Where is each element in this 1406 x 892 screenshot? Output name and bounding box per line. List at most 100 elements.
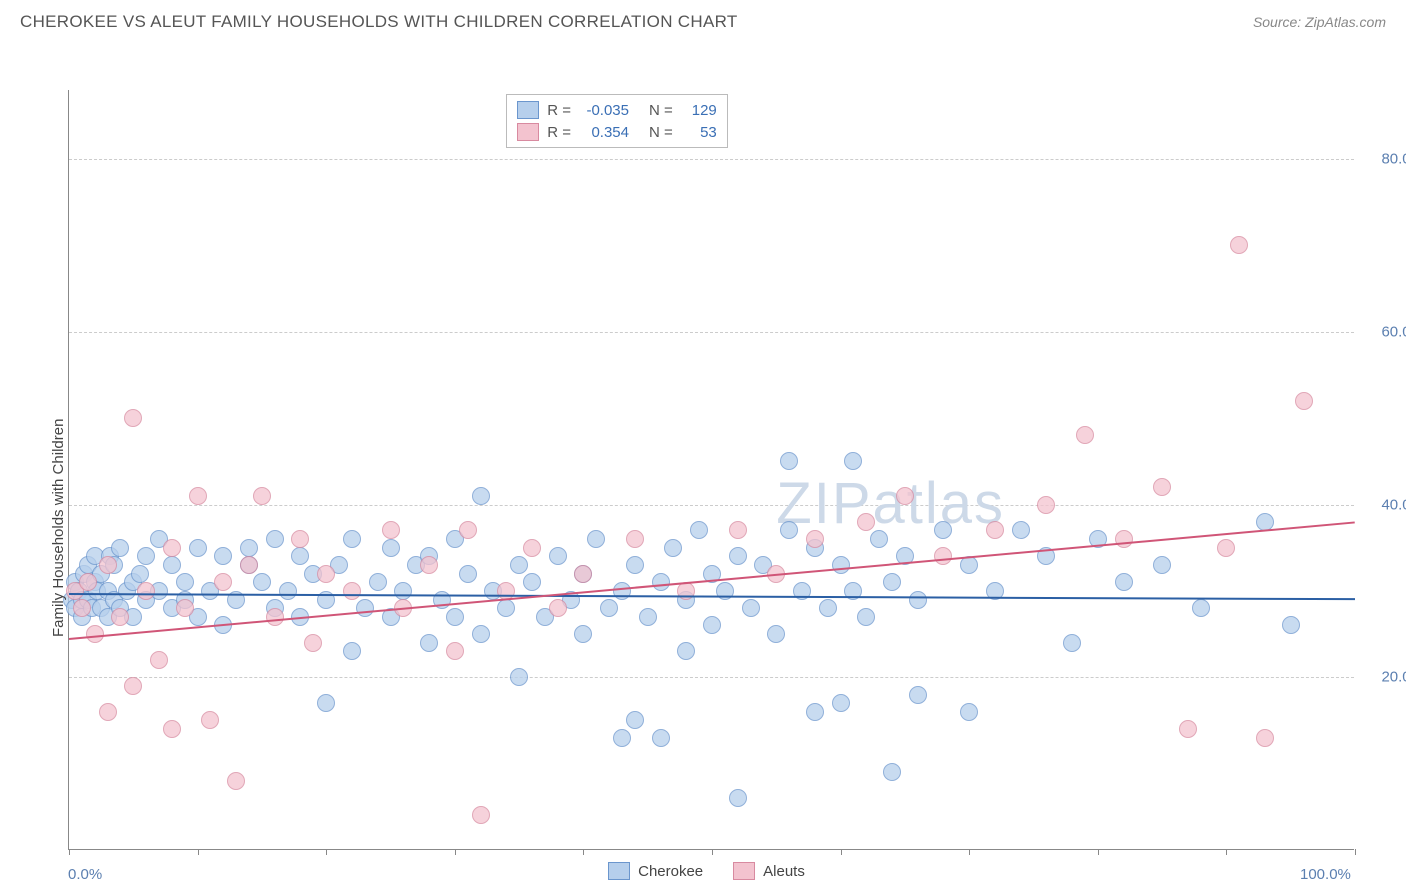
scatter-point [549, 547, 567, 565]
x-tick [1355, 849, 1356, 855]
scatter-point [214, 547, 232, 565]
x-axis-max-label: 100.0% [1300, 866, 1351, 883]
scatter-point [780, 452, 798, 470]
x-tick [326, 849, 327, 855]
scatter-point [240, 556, 258, 574]
scatter-point [1076, 426, 1094, 444]
scatter-point [844, 452, 862, 470]
scatter-point [279, 582, 297, 600]
scatter-point [780, 521, 798, 539]
scatter-point [266, 530, 284, 548]
scatter-point [1179, 720, 1197, 738]
scatter-point [291, 530, 309, 548]
scatter-point [317, 565, 335, 583]
scatter-point [883, 763, 901, 781]
scatter-point [626, 711, 644, 729]
scatter-point [677, 642, 695, 660]
scatter-point [767, 625, 785, 643]
scatter-point [729, 547, 747, 565]
scatter-point [137, 582, 155, 600]
scatter-point [626, 556, 644, 574]
gridline [69, 332, 1354, 333]
x-tick [1226, 849, 1227, 855]
scatter-point [832, 556, 850, 574]
scatter-point [472, 487, 490, 505]
scatter-point [266, 608, 284, 626]
legend-swatch [517, 101, 539, 119]
scatter-point [1217, 539, 1235, 557]
x-tick [841, 849, 842, 855]
scatter-point [304, 634, 322, 652]
scatter-point [124, 677, 142, 695]
legend-label: Aleuts [763, 863, 805, 880]
scatter-point [253, 487, 271, 505]
scatter-point [690, 521, 708, 539]
scatter-point [742, 599, 760, 617]
scatter-point [369, 573, 387, 591]
scatter-point [111, 608, 129, 626]
n-label: N = [649, 102, 673, 119]
scatter-point [189, 487, 207, 505]
scatter-point [934, 547, 952, 565]
scatter-point [960, 703, 978, 721]
scatter-point [574, 625, 592, 643]
scatter-point [163, 720, 181, 738]
legend-swatch [733, 862, 755, 880]
plot-area: 20.0%40.0%60.0%80.0%ZIPatlasR =-0.035N =… [68, 90, 1354, 850]
scatter-point [1153, 478, 1171, 496]
scatter-point [291, 547, 309, 565]
scatter-point [806, 703, 824, 721]
watermark: ZIPatlas [776, 470, 1005, 537]
scatter-point [253, 573, 271, 591]
scatter-point [883, 573, 901, 591]
n-value: 129 [681, 102, 717, 119]
scatter-point [446, 642, 464, 660]
y-tick-label: 80.0% [1364, 151, 1406, 168]
scatter-point [356, 599, 374, 617]
trend-line [69, 593, 1355, 600]
scatter-point [459, 565, 477, 583]
scatter-point [703, 616, 721, 634]
scatter-point [214, 573, 232, 591]
chart-title: CHEROKEE VS ALEUT FAMILY HOUSEHOLDS WITH… [20, 12, 738, 32]
legend-item: Aleuts [733, 862, 805, 880]
scatter-point [394, 582, 412, 600]
scatter-point [1192, 599, 1210, 617]
scatter-point [150, 651, 168, 669]
scatter-point [934, 521, 952, 539]
scatter-point [1295, 392, 1313, 410]
scatter-point [909, 686, 927, 704]
scatter-point [639, 608, 657, 626]
scatter-point [806, 530, 824, 548]
scatter-point [729, 521, 747, 539]
scatter-point [832, 694, 850, 712]
scatter-point [613, 729, 631, 747]
legend-stats-row: R =0.354N =53 [517, 121, 717, 143]
scatter-point [124, 409, 142, 427]
scatter-point [1282, 616, 1300, 634]
scatter-point [819, 599, 837, 617]
scatter-point [1012, 521, 1030, 539]
scatter-point [420, 556, 438, 574]
legend-stats: R =-0.035N =129R =0.354N =53 [506, 94, 728, 148]
scatter-point [549, 599, 567, 617]
scatter-point [99, 703, 117, 721]
chart-header: CHEROKEE VS ALEUT FAMILY HOUSEHOLDS WITH… [0, 0, 1406, 40]
scatter-point [137, 547, 155, 565]
scatter-point [587, 530, 605, 548]
legend-item: Cherokee [608, 862, 703, 880]
scatter-point [1115, 573, 1133, 591]
scatter-point [343, 582, 361, 600]
scatter-point [523, 539, 541, 557]
scatter-point [1256, 729, 1274, 747]
scatter-point [896, 487, 914, 505]
scatter-point [163, 539, 181, 557]
n-value: 53 [681, 124, 717, 141]
scatter-point [626, 530, 644, 548]
gridline [69, 677, 1354, 678]
scatter-point [986, 521, 1004, 539]
scatter-point [459, 521, 477, 539]
scatter-point [909, 591, 927, 609]
scatter-point [574, 565, 592, 583]
scatter-point [343, 642, 361, 660]
